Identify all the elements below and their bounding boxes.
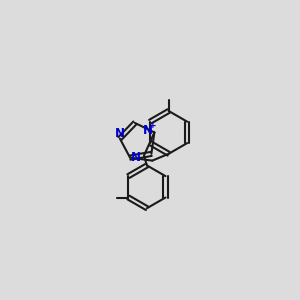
Text: N: N xyxy=(115,127,125,140)
Text: +: + xyxy=(149,122,157,130)
Text: N: N xyxy=(143,124,153,136)
Text: N: N xyxy=(130,151,140,164)
